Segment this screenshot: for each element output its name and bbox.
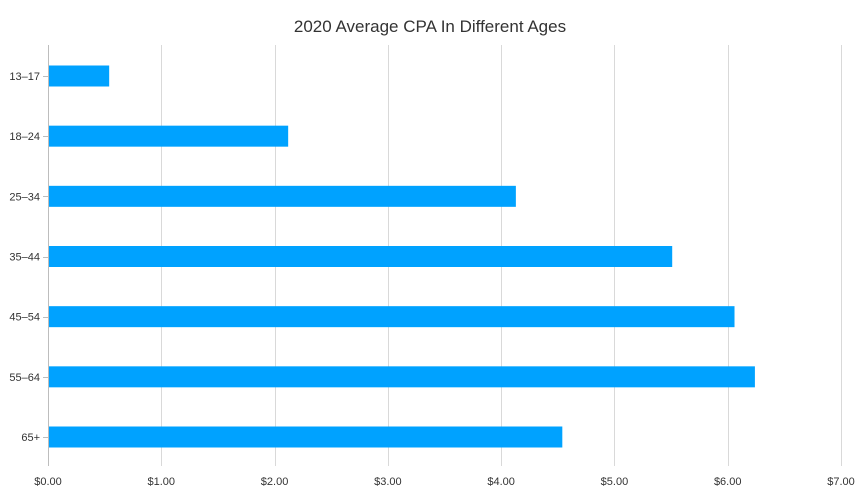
bar-18-24[interactable] (49, 125, 289, 147)
x-tick-label: $3.00 (374, 476, 402, 488)
y-axis-labels: 13–17 18–24 25–34 35–44 45–54 55–64 65+ (9, 71, 40, 444)
x-tick-label: $6.00 (714, 476, 742, 488)
x-tick-label: $2.00 (261, 476, 289, 488)
x-tick-label: $7.00 (827, 476, 855, 488)
y-tick-label: 25–34 (9, 191, 40, 203)
y-tick-label: 18–24 (9, 131, 40, 143)
y-tick-label: 35–44 (9, 252, 40, 264)
chart-title: 2020 Average CPA In Different Ages (294, 17, 566, 36)
bar-45-54[interactable] (49, 306, 735, 328)
y-tick-label: 65+ (21, 432, 40, 444)
bar-35-44[interactable] (49, 246, 673, 267)
y-tick-label: 55–64 (9, 372, 40, 384)
bar-55-64[interactable] (49, 366, 755, 388)
y-tick-label: 13–17 (9, 71, 40, 83)
x-axis-labels: $0.00 $1.00 $2.00 $3.00 $4.00 $5.00 $6.00 $7.00 (34, 476, 855, 488)
x-tick-label: $5.00 (601, 476, 629, 488)
x-tick-label: $0.00 (34, 476, 62, 488)
bar-65-[interactable] (49, 426, 563, 448)
x-tick-label: $4.00 (487, 476, 515, 488)
bar-13-17[interactable] (49, 65, 110, 87)
bars (49, 65, 755, 448)
bar-25-34[interactable] (49, 185, 516, 207)
y-tick-label: 45–54 (9, 312, 40, 324)
x-tick-label: $1.00 (148, 476, 176, 488)
